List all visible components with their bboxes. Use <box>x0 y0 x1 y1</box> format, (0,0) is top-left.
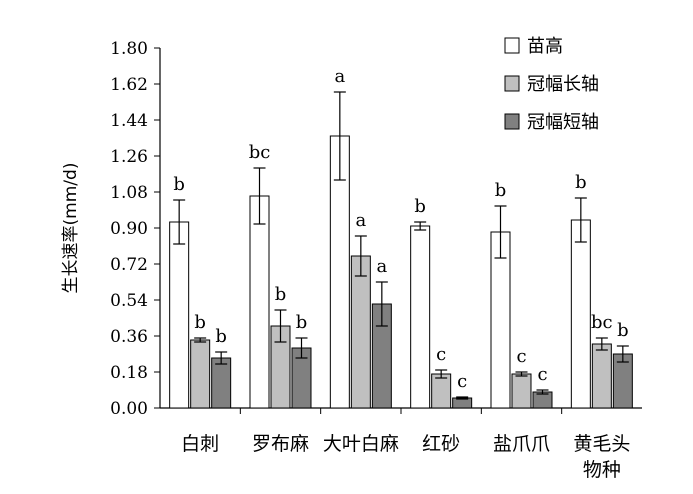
legend-swatch-2 <box>504 75 520 92</box>
significance-label: a <box>334 66 345 87</box>
bar-1 <box>169 221 190 409</box>
y-tick-label: 0.36 <box>110 327 148 347</box>
significance-label: b <box>414 196 426 217</box>
bar-2 <box>190 339 211 409</box>
axes: 1.80 1.62 1.44 1.26 1.08 0.90 0.72 0.54 0.36 0.18… <box>61 39 642 419</box>
y-tick-label: 0.72 <box>110 255 148 275</box>
x-tick-label: 盐爪爪 <box>493 433 550 455</box>
significance-label: c <box>537 364 547 385</box>
x-tick-label: 黄毛头 <box>573 433 630 455</box>
significance-label: a <box>376 256 387 277</box>
significance-label: b <box>275 284 287 305</box>
y-tick-label: 1.44 <box>110 111 148 131</box>
x-axis-title: 物种 <box>583 459 621 481</box>
significance-label: c <box>457 371 467 392</box>
y-tick-label: 1.08 <box>110 183 148 203</box>
legend-label: 冠幅短轴 <box>527 112 599 133</box>
significance-label: b <box>617 320 629 341</box>
significance-label: b <box>495 180 507 201</box>
significance-label: bc <box>249 142 271 163</box>
x-tick-label: 红砂 <box>422 433 460 455</box>
y-tick-label: 0.18 <box>110 363 148 383</box>
y-tick-label: 0.90 <box>110 219 148 239</box>
y-tick-label: 1.62 <box>110 75 148 95</box>
bar-1 <box>570 219 591 409</box>
bar-2 <box>511 373 532 409</box>
significance-label: c <box>436 344 446 365</box>
bar-2 <box>350 255 371 409</box>
significance-label: b <box>575 172 587 193</box>
legend-label: 苗高 <box>527 36 563 57</box>
y-tick-label: 0.00 <box>110 399 148 419</box>
y-tick-label: 1.26 <box>110 147 148 167</box>
bar-1 <box>249 195 270 409</box>
significance-label: b <box>194 312 206 333</box>
significance-label: b <box>215 326 227 347</box>
x-tick-label: 大叶白麻 <box>323 433 399 455</box>
bars <box>169 91 633 409</box>
bar-2 <box>431 373 452 409</box>
y-tick-label: 0.54 <box>110 291 148 311</box>
legend-label: 冠幅长轴 <box>527 74 599 95</box>
bar-2 <box>591 343 612 409</box>
legend-swatch-3 <box>504 113 520 130</box>
significance-label: bc <box>591 312 613 333</box>
legend-swatch-1 <box>504 37 520 54</box>
y-tick-label: 1.80 <box>110 39 148 59</box>
bar-3 <box>211 357 232 409</box>
significance-label: b <box>173 174 185 195</box>
bar-1 <box>410 225 431 409</box>
significance-label: b <box>296 312 308 333</box>
significance-label: c <box>516 346 526 367</box>
x-tick-label: 罗布麻 <box>252 433 309 455</box>
y-axis-title: 生长速率(mm/d) <box>61 163 81 294</box>
significance-label: a <box>355 210 366 231</box>
x-tick-label: 白刺 <box>181 433 219 455</box>
